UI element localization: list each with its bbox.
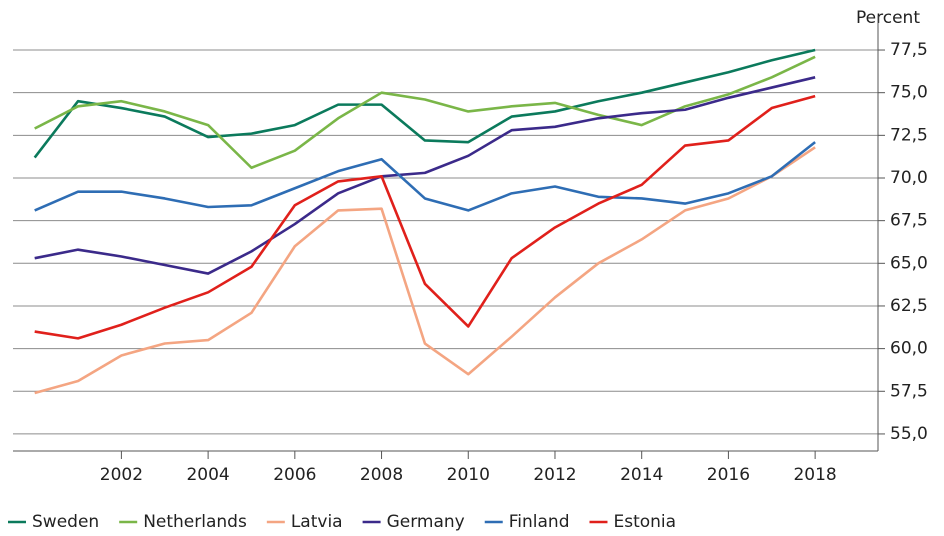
y-tick-label: 72,5 xyxy=(890,125,928,145)
y-tick-label: 75,0 xyxy=(890,83,928,103)
y-tick-label: 55,0 xyxy=(890,424,928,444)
y-tick-label: 67,5 xyxy=(890,211,928,231)
x-tick-label: 2008 xyxy=(360,465,403,485)
x-tick-label: 2014 xyxy=(620,465,663,485)
legend-label: Sweden xyxy=(32,512,99,532)
x-tick-label: 2004 xyxy=(186,465,229,485)
series-line xyxy=(34,94,816,340)
x-tick-label: 2018 xyxy=(793,465,836,485)
series-line xyxy=(34,76,816,275)
series-line xyxy=(34,146,816,395)
y-tick-label: 62,5 xyxy=(890,296,928,316)
x-tick-label: 2002 xyxy=(100,465,143,485)
x-tick-label: 2012 xyxy=(533,465,576,485)
x-tick-label: 2006 xyxy=(273,465,316,485)
y-tick-label: 65,0 xyxy=(890,253,928,273)
legend-label: Latvia xyxy=(291,512,343,532)
legend-label: Germany xyxy=(387,512,465,532)
legend-label: Finland xyxy=(509,512,570,532)
y-tick-label: 70,0 xyxy=(890,168,928,188)
y-tick-label: 60,0 xyxy=(890,339,928,359)
y-tick-label: 57,5 xyxy=(890,381,928,401)
series-line xyxy=(33,48,816,159)
x-tick-label: 2010 xyxy=(447,465,490,485)
legend-label: Netherlands xyxy=(143,512,247,532)
y-tick-label: 77,5 xyxy=(890,40,928,60)
y-axis-label: Percent xyxy=(856,8,920,28)
x-tick-label: 2016 xyxy=(707,465,750,485)
series-line xyxy=(34,141,816,212)
legend-label: Estonia xyxy=(613,512,676,532)
series-line xyxy=(34,55,816,170)
